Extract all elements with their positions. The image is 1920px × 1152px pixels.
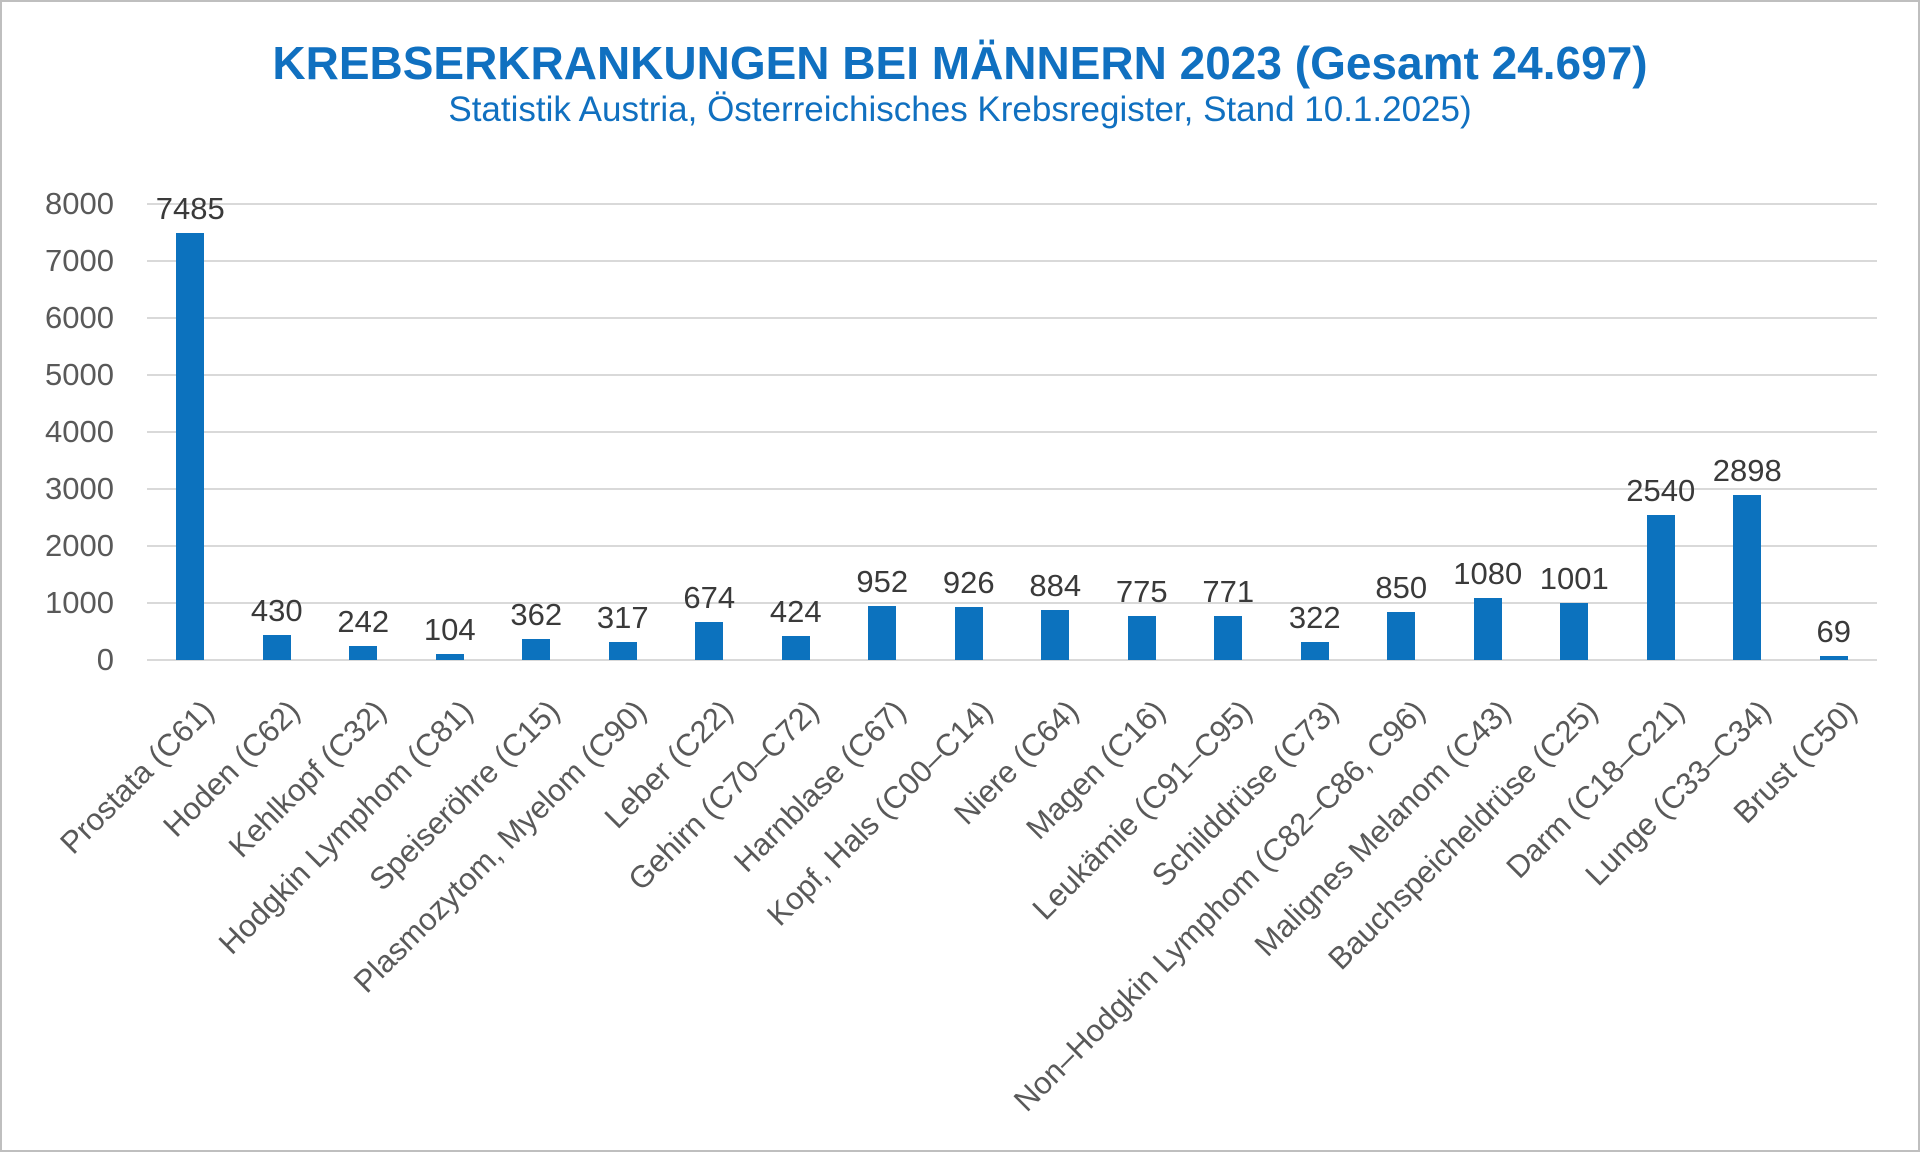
y-gridline xyxy=(147,431,1877,433)
bar-12 xyxy=(1127,615,1156,660)
bar-20 xyxy=(1819,656,1848,660)
bar-10 xyxy=(954,607,983,660)
bar-4 xyxy=(435,654,464,660)
y-axis-tick-label: 1000 xyxy=(45,585,114,620)
bar-6 xyxy=(608,641,637,660)
bar-14 xyxy=(1300,641,1329,660)
bar-value-label: 69 xyxy=(1816,614,1851,650)
bar-15 xyxy=(1387,611,1416,660)
bar-9 xyxy=(868,605,897,660)
y-gridline xyxy=(147,659,1877,661)
chart-title: KREBSERKRANKUNGEN BEI MÄNNERN 2023 (Gesa… xyxy=(272,37,1648,89)
bar-value-label: 952 xyxy=(856,563,909,599)
y-gridline xyxy=(147,488,1877,490)
bar-2 xyxy=(262,635,291,660)
y-gridline xyxy=(147,545,1877,547)
y-axis-tick-label: 7000 xyxy=(45,243,114,278)
bar-value-label: 424 xyxy=(769,593,822,629)
bar-value-label: 242 xyxy=(337,604,390,640)
bar-18 xyxy=(1646,515,1675,660)
y-axis-tick-label: 0 xyxy=(96,642,114,677)
chart-subtitle: Statistik Austria, Österreichisches Kreb… xyxy=(448,90,1472,129)
bar-5 xyxy=(522,639,551,660)
y-axis-tick-label: 3000 xyxy=(45,471,114,506)
bar-value-label: 322 xyxy=(1288,599,1341,635)
y-axis-tick-label: 5000 xyxy=(45,357,114,392)
y-gridline xyxy=(147,602,1877,604)
bar-value-label: 1080 xyxy=(1453,556,1523,592)
bar-value-label: 2898 xyxy=(1712,452,1782,488)
x-axis-category-label: Prostata (C61) xyxy=(53,693,221,861)
bar-11 xyxy=(1041,609,1070,660)
bar-value-label: 1001 xyxy=(1539,560,1609,596)
y-gridline xyxy=(147,374,1877,376)
y-axis-tick-label: 2000 xyxy=(45,528,114,563)
bar-7 xyxy=(695,621,724,660)
bar-value-label: 430 xyxy=(250,593,303,629)
bar-value-label: 674 xyxy=(683,579,736,615)
bar-value-label: 926 xyxy=(942,565,995,601)
y-gridline xyxy=(147,203,1877,205)
bar-3 xyxy=(349,646,378,660)
bar-19 xyxy=(1733,494,1762,660)
y-axis-tick-label: 4000 xyxy=(45,414,114,449)
y-axis-tick-label: 8000 xyxy=(45,186,114,221)
bar-value-label: 771 xyxy=(1202,574,1255,610)
bar-value-label: 2540 xyxy=(1626,473,1696,509)
bar-13 xyxy=(1214,616,1243,660)
y-axis-tick-label: 6000 xyxy=(45,300,114,335)
y-gridline xyxy=(147,260,1877,262)
bar-value-label: 104 xyxy=(423,612,476,648)
bar-value-label: 775 xyxy=(1115,573,1168,609)
bar-value-label: 884 xyxy=(1029,567,1082,603)
bar-value-label: 362 xyxy=(510,597,563,633)
bar-16 xyxy=(1473,598,1502,660)
bar-value-label: 850 xyxy=(1375,569,1428,605)
bar-8 xyxy=(781,635,810,660)
bar-17 xyxy=(1560,602,1589,660)
bar-1 xyxy=(176,233,205,660)
y-gridline xyxy=(147,317,1877,319)
bar-value-label: 317 xyxy=(596,599,649,635)
bar-value-label: 7485 xyxy=(155,191,225,227)
